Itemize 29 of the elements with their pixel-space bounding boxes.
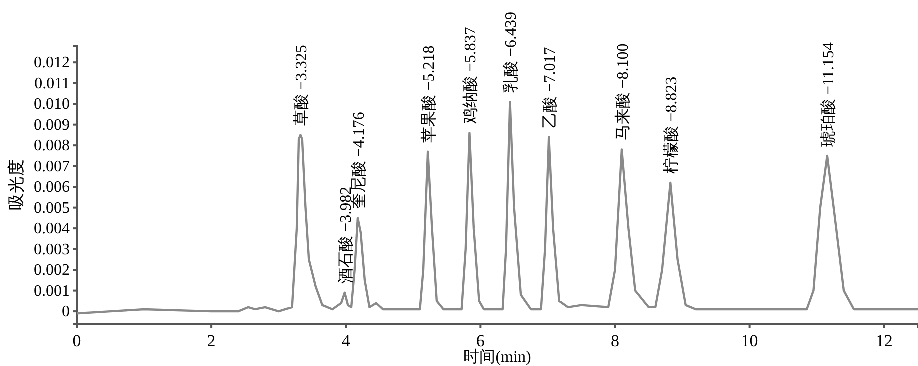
y-tick-label: 0.004: [34, 220, 70, 238]
annotation: 鸡纳酸 −5.837: [462, 27, 480, 126]
annotation: 柠檬酸 −8.823: [662, 76, 681, 174]
annotation: 马来酸 −8.100: [614, 44, 632, 141]
y-tick-label: 0.001: [34, 282, 70, 300]
x-tick-label: 10: [741, 331, 758, 350]
y-tick-label: 0.007: [34, 158, 70, 176]
annotation: 草酸 −3.325: [292, 45, 311, 126]
y-tick-label: 0.012: [34, 54, 70, 72]
x-tick-label: 6: [476, 331, 485, 350]
annotation: 苹果酸 −5.218: [420, 46, 438, 143]
annotation: 乙酸 −7.017: [541, 47, 560, 128]
y-tick-label: 0.003: [34, 241, 70, 258]
y-tick-label: 0.011: [34, 75, 70, 92]
y-tick-label: 0: [62, 304, 70, 321]
x-tick-label: 4: [342, 331, 351, 350]
y-tick-label: 0.005: [34, 200, 70, 217]
annotation: 琥珀酸 −11.154: [819, 42, 838, 147]
y-tick-label: 0.006: [34, 179, 70, 196]
x-tick-label: 8: [610, 331, 620, 350]
y-tick-label: 0.008: [34, 138, 70, 155]
annotation: 乳酸 −6.439: [502, 12, 520, 94]
y-tick-label: 0.009: [34, 116, 70, 134]
y-axis-title: 吸光度: [7, 160, 26, 210]
x-axis-title: 时间(min): [464, 348, 532, 366]
x-tick-label: 2: [207, 331, 216, 350]
y-tick-label: 0.010: [34, 96, 70, 114]
y-tick-label: 0.002: [34, 262, 70, 280]
x-tick-label: 12: [876, 331, 893, 350]
